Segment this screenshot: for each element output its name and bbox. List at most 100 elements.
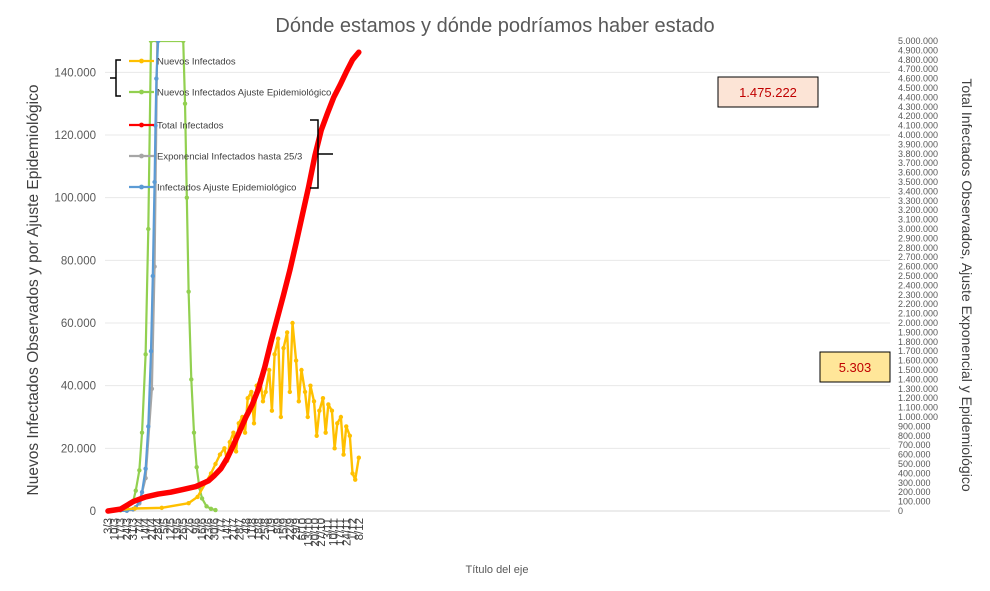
x-tick-label: 13/10 [304, 518, 316, 547]
x-tick-label: 14/7 [222, 518, 234, 540]
right-tick-label: 4.900.000 [898, 45, 938, 55]
data-point [308, 383, 313, 388]
x-tick-label: 2/6 [185, 518, 197, 534]
callout-new-box [819, 351, 891, 383]
x-axis-ticks: 3/310/317/324/331/37/414/421/428/45/512/… [103, 517, 366, 546]
series-nuevos-infectados-ajuste-epidemiologico [105, 41, 218, 514]
data-point [314, 433, 319, 438]
series-infectados-ajuste-epidemiologico [105, 41, 161, 514]
data-point [272, 352, 277, 357]
right-tick-label: 1.100.000 [898, 403, 938, 413]
x-tick-label: 25/8 [260, 518, 272, 540]
x-tick-label: 15/9 [279, 518, 291, 540]
left-tick-label: 40.000 [61, 381, 96, 393]
x-tick-label: 26/5 [178, 518, 190, 540]
callout-total: 1.475.222 [717, 76, 819, 108]
right-tick-label: 0 [898, 506, 903, 516]
right-tick-label: 3.100.000 [898, 215, 938, 225]
data-point [213, 507, 218, 513]
legend-entry: Exponencial Infectados hasta 25/3 [129, 152, 302, 163]
right-tick-label: 1.700.000 [898, 346, 938, 356]
right-tick-label: 3.900.000 [898, 139, 938, 149]
x-tick-label: 7/7 [216, 518, 228, 534]
right-tick-label: 2.100.000 [898, 309, 938, 319]
legend-brace-right [310, 119, 333, 189]
x-tick-label: 8/12 [354, 518, 366, 540]
left-tick-label: 20.000 [61, 443, 96, 455]
data-point [296, 399, 301, 404]
series-layer [105, 41, 362, 514]
x-tick-label: 20/10 [310, 518, 322, 547]
right-tick-label: 500.000 [898, 459, 931, 469]
x-tick-label: 14/4 [141, 517, 153, 540]
legend-entry: Total Infectados [129, 121, 224, 132]
data-point [347, 433, 353, 438]
legend-label: Nuevos Infectados [157, 57, 236, 68]
data-point [311, 399, 317, 404]
data-point [267, 367, 272, 373]
data-point [320, 396, 326, 401]
x-tick-label: 29/9 [291, 518, 303, 540]
x-tick-label: 28/4 [153, 517, 165, 540]
x-tick-label: 31/3 [128, 518, 140, 540]
right-tick-label: 4.300.000 [898, 102, 938, 112]
data-point [231, 430, 236, 435]
data-point [249, 389, 254, 395]
right-tick-label: 2.000.000 [898, 318, 938, 328]
data-point [153, 123, 158, 128]
right-tick-label: 1.000.000 [898, 412, 938, 422]
data-point [152, 179, 157, 185]
right-tick-label: 1.300.000 [898, 384, 938, 394]
data-point [204, 504, 209, 509]
left-tick-label: 120.000 [54, 130, 96, 142]
x-tick-label: 30/6 [210, 518, 222, 540]
data-point [317, 408, 322, 413]
right-tick-label: 3.200.000 [898, 205, 938, 215]
right-tick-label: 4.400.000 [898, 92, 938, 102]
x-tick-label: 8/9 [272, 518, 284, 534]
data-point [290, 320, 295, 326]
data-point [233, 449, 239, 454]
right-tick-label: 3.800.000 [898, 149, 938, 159]
right-tick-label: 2.600.000 [898, 262, 938, 272]
right-tick-label: 2.400.000 [898, 280, 938, 290]
x-tick-label: 21/7 [228, 518, 240, 540]
data-point [278, 414, 284, 420]
x-axis-label: Título del eje [466, 564, 529, 576]
data-point [269, 408, 275, 413]
right-tick-label: 400.000 [898, 468, 931, 478]
x-tick-label: 18/8 [253, 518, 265, 540]
right-tick-label: 5.000.000 [898, 36, 938, 46]
data-point [143, 352, 148, 357]
x-tick-label: 24/3 [122, 518, 134, 540]
data-point [356, 455, 361, 460]
right-tick-label: 1.500.000 [898, 365, 938, 375]
data-point [186, 289, 191, 294]
data-point [182, 101, 188, 106]
x-tick-label: 11/8 [247, 518, 259, 540]
data-point [329, 408, 335, 413]
x-tick-label: 21/4 [147, 517, 159, 540]
x-tick-label: 17/3 [116, 518, 128, 540]
right-tick-label: 700.000 [898, 440, 931, 450]
data-point [350, 471, 355, 476]
right-tick-label: 3.000.000 [898, 224, 938, 234]
series-line [106, 41, 217, 513]
data-point [341, 452, 346, 457]
grid [105, 71, 890, 449]
x-tick-label: 4/8 [241, 518, 253, 534]
callout-new: 5.303 [819, 351, 891, 383]
data-point [139, 490, 145, 495]
x-tick-label: 28/7 [235, 518, 247, 540]
x-tick-label: 1/12 [348, 518, 360, 540]
data-point [302, 389, 308, 395]
right-tick-label: 4.100.000 [898, 121, 938, 131]
data-point [260, 399, 266, 404]
right-tick-label: 800.000 [898, 431, 931, 441]
data-point [305, 414, 310, 420]
left-tick-label: 0 [90, 506, 96, 518]
right-tick-label: 3.300.000 [898, 196, 938, 206]
x-tick-label: 17/11 [335, 518, 347, 546]
legend-swatch-marker [139, 153, 144, 159]
